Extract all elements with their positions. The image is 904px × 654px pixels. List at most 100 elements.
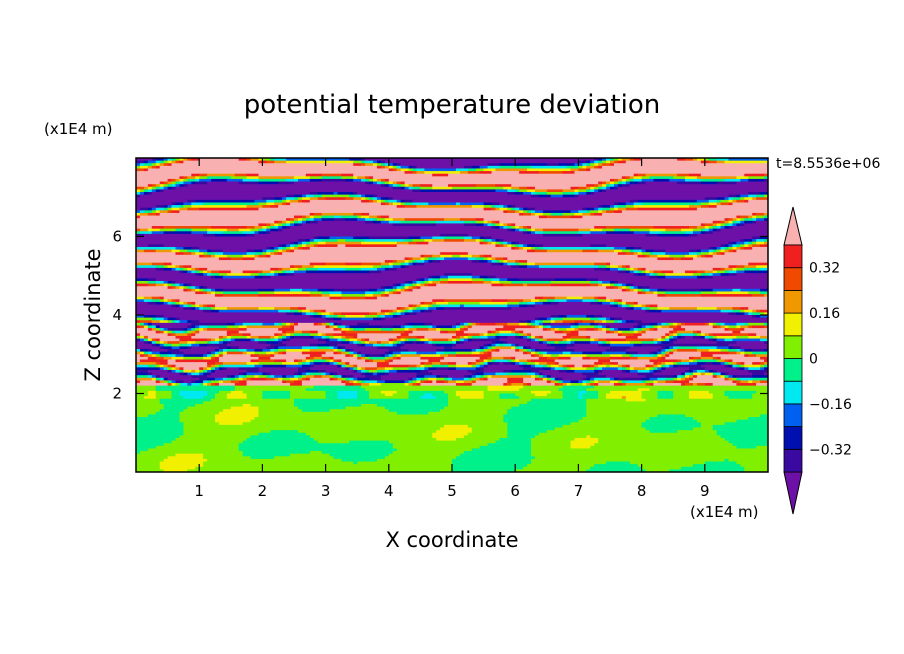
field-cell xyxy=(167,178,173,183)
field-cell xyxy=(163,364,169,368)
field-cell xyxy=(376,403,449,408)
field-cell xyxy=(538,369,560,374)
field-cell xyxy=(195,286,200,290)
field-cell xyxy=(151,189,157,193)
field-cell xyxy=(183,422,220,426)
field-cell xyxy=(637,328,643,332)
field-cell xyxy=(503,223,508,227)
field-cell xyxy=(392,186,402,190)
field-cell xyxy=(254,257,406,261)
field-cell xyxy=(732,267,737,272)
field-cell xyxy=(163,443,240,447)
field-cell xyxy=(586,354,611,358)
field-cell xyxy=(179,346,188,350)
field-cell xyxy=(297,241,303,245)
field-cell xyxy=(692,333,698,337)
field-cell xyxy=(760,364,765,368)
field-cell xyxy=(384,312,390,316)
field-cell xyxy=(242,390,263,395)
field-cell xyxy=(254,275,263,279)
field-cell xyxy=(538,356,548,361)
field-cell xyxy=(167,367,173,371)
field-cell xyxy=(621,158,631,162)
field-cell xyxy=(211,338,216,342)
field-cell xyxy=(408,286,414,290)
field-cell xyxy=(179,317,327,321)
field-cell xyxy=(424,393,433,397)
field-cell xyxy=(744,239,753,243)
field-cell xyxy=(380,265,390,269)
field-cell xyxy=(629,461,706,465)
field-cell xyxy=(657,380,666,384)
field-cell xyxy=(155,343,161,347)
field-cell xyxy=(471,383,504,387)
field-cell xyxy=(645,325,651,329)
field-cell xyxy=(309,220,319,225)
field-cell xyxy=(578,231,591,235)
field-cell xyxy=(369,176,374,180)
field-cell xyxy=(400,341,406,345)
field-cell xyxy=(752,315,757,319)
field-cell xyxy=(155,375,161,379)
field-cell xyxy=(578,165,583,170)
field-cell xyxy=(436,396,449,400)
field-cell xyxy=(218,354,224,358)
field-cell xyxy=(313,359,327,363)
field-cell xyxy=(199,246,267,251)
field-cell xyxy=(507,359,512,363)
field-cell xyxy=(669,354,702,358)
field-cell xyxy=(404,199,414,204)
field-cell xyxy=(167,280,173,285)
field-cell xyxy=(230,375,236,379)
field-cell xyxy=(392,168,398,172)
field-cell xyxy=(424,257,429,261)
field-cell xyxy=(586,435,591,439)
field-cell xyxy=(290,265,295,269)
field-cell xyxy=(376,215,382,219)
field-cell xyxy=(136,223,260,227)
field-cell xyxy=(531,437,576,442)
field-cell xyxy=(483,257,489,261)
field-cell xyxy=(400,333,410,337)
field-cell xyxy=(657,328,674,332)
field-cell xyxy=(278,226,283,230)
field-cell xyxy=(341,349,346,353)
field-cell xyxy=(183,184,188,188)
field-cell xyxy=(365,359,370,363)
field-cell xyxy=(159,325,188,329)
field-cell xyxy=(740,239,745,243)
field-cell xyxy=(617,330,623,334)
field-cell xyxy=(728,220,734,225)
field-cell xyxy=(349,354,354,358)
field-cell xyxy=(570,186,579,190)
field-cell xyxy=(349,349,354,353)
field-cell xyxy=(724,244,730,248)
field-cell xyxy=(404,328,410,332)
field-cell xyxy=(218,390,232,395)
field-cell xyxy=(404,184,410,188)
field-cell xyxy=(404,309,410,313)
field-cell xyxy=(673,322,678,327)
field-cell xyxy=(748,322,765,327)
field-cell xyxy=(617,186,768,190)
field-cell xyxy=(744,241,749,245)
field-cell xyxy=(187,346,192,350)
field-cell xyxy=(297,239,307,243)
field-cell xyxy=(136,458,165,463)
field-cell xyxy=(562,330,572,334)
field-cell xyxy=(424,254,433,259)
field-cell xyxy=(396,288,402,293)
field-cell xyxy=(183,202,192,206)
field-cell xyxy=(309,294,323,298)
field-cell xyxy=(764,359,768,363)
field-cell xyxy=(613,330,619,334)
field-cell xyxy=(455,437,500,442)
field-cell xyxy=(598,207,603,211)
field-cell xyxy=(286,178,299,183)
field-cell xyxy=(542,231,579,235)
field-cell xyxy=(136,380,141,384)
field-cell xyxy=(740,328,745,332)
field-cell xyxy=(187,330,192,334)
field-cell xyxy=(716,158,730,162)
field-cell xyxy=(313,236,319,240)
